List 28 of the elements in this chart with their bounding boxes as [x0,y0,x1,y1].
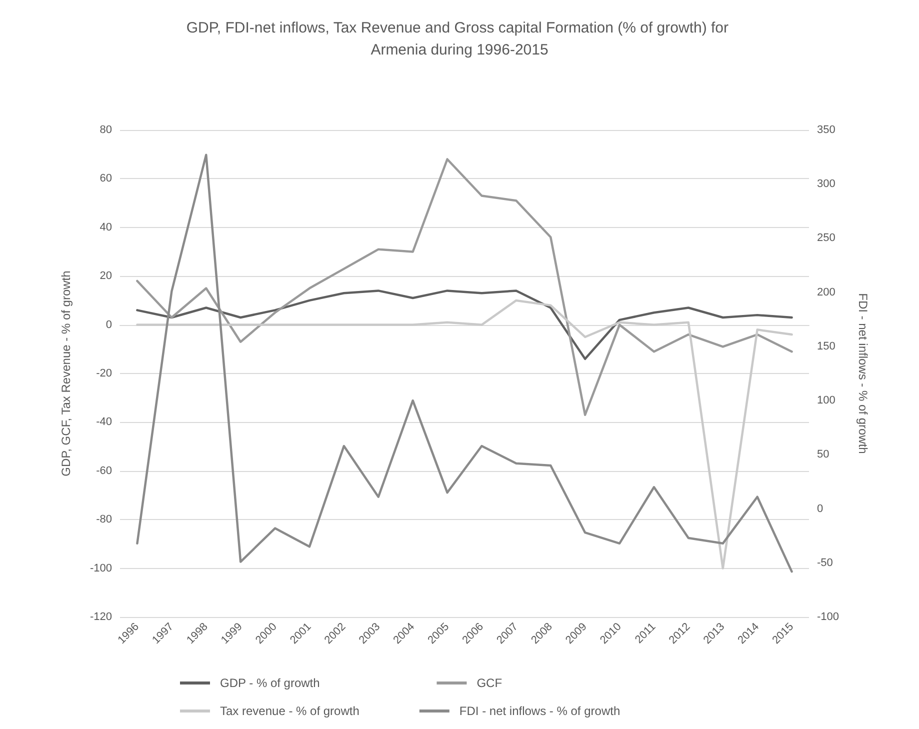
y2-axis-title: FDI - net inflows - % of growth [856,293,870,454]
y-tick-label: 0 [106,318,112,331]
legend-label: FDI - net inflows - % of growth [459,704,620,718]
y-tick-label: 20 [100,270,112,282]
y2-tick-label: 0 [817,502,824,515]
y-tick-label: 80 [100,124,112,136]
y-tick-label: -60 [96,464,112,477]
legend-label: GCF [476,676,606,690]
y2-tick-label: -100 [817,611,840,623]
legend-label: GDP - % of growth [220,676,376,690]
y-tick-label: -100 [90,562,112,574]
y-tick-label: -120 [90,611,112,623]
chart-title: GDP, FDI-net inflows, Tax Revenue and Gross capital Formation (% of growth) for Armenia during 1996-2015 [186,20,733,58]
y2-tick-label: -50 [817,556,833,569]
y2-tick-label: 250 [817,232,836,244]
y-tick-label: 40 [100,221,112,234]
y-tick-label: 60 [100,172,112,185]
y2-tick-label: 200 [817,286,836,298]
y2-tick-label: 150 [817,340,836,352]
y2-tick-label: 50 [817,448,830,461]
y2-tick-label: 100 [817,394,836,407]
y2-tick-label: 350 [817,124,836,136]
y2-tick-label: 300 [817,178,836,190]
y-tick-label: -80 [96,514,112,526]
y-tick-label: -20 [96,368,112,380]
y-axis-title: GDP, GCF, Tax Revenue - % of growth [59,270,73,476]
legend-label: Tax revenue - % of growth [220,704,360,718]
y-tick-label: -40 [96,416,112,428]
